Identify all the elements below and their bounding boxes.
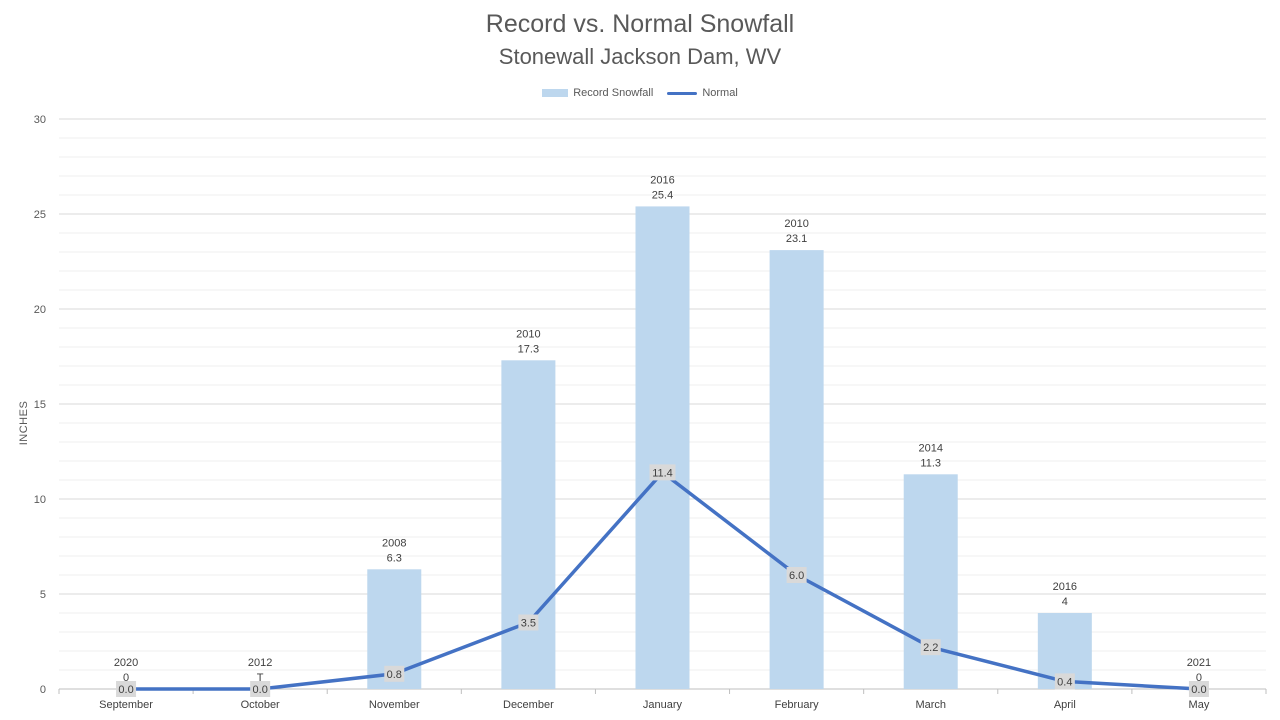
bar-year-label: 2014 — [918, 442, 942, 454]
line-data-label: 11.4 — [652, 467, 673, 479]
line-data-label: 3.5 — [521, 618, 536, 630]
legend-swatch-record — [542, 89, 569, 97]
line-data-label-bg — [1188, 681, 1209, 697]
line-data-label-bg — [116, 681, 137, 697]
line-data-label-bg — [786, 567, 807, 583]
bar-value-label: 25.4 — [652, 189, 673, 201]
line-data-label: 0.0 — [253, 684, 268, 696]
line-data-label: 0.8 — [387, 669, 402, 681]
bar-year-label: 2012 — [248, 657, 272, 669]
y-tick-label: 15 — [34, 399, 46, 411]
y-tick-label: 0 — [40, 684, 46, 696]
x-tick-label: April — [1054, 699, 1076, 711]
x-tick-label: September — [99, 699, 153, 711]
line-data-label: 0.4 — [1057, 676, 1072, 688]
x-tick-label: December — [503, 699, 554, 711]
line-data-label: 2.2 — [923, 642, 938, 654]
line-data-label-bg — [649, 464, 676, 481]
bar-year-label: 2016 — [1053, 581, 1077, 593]
bar-year-label: 2021 — [1187, 657, 1211, 669]
bar-year-label: 2016 — [650, 174, 674, 186]
chart-title: Record vs. Normal Snowfall — [485, 10, 795, 38]
bar-year-label: 2010 — [784, 218, 808, 230]
y-tick-label: 10 — [34, 494, 46, 506]
legend-swatch-normal — [667, 91, 698, 95]
x-tick-label: November — [369, 699, 420, 711]
x-tick-label: May — [1189, 699, 1210, 711]
bar-year-label: 2020 — [114, 657, 138, 669]
legend: Record Snowfall Normal — [0, 84, 1280, 102]
line-data-label-bg — [518, 614, 539, 631]
bar-value-label: 0 — [1196, 672, 1202, 684]
line-data-label-bg — [1054, 673, 1075, 690]
legend-item-record: Record Snowfall — [542, 87, 653, 99]
legend-item-normal: Normal — [667, 87, 738, 99]
bar-value-label: 4 — [1062, 596, 1068, 608]
y-tick-label: 20 — [34, 304, 46, 316]
bar-value-label: 6.3 — [387, 552, 402, 564]
y-tick-label: 30 — [34, 114, 46, 126]
bar-value-label: 17.3 — [518, 343, 539, 355]
bar-record-snowfall — [769, 250, 824, 689]
bar-year-label: 2010 — [516, 328, 540, 340]
legend-label-normal: Normal — [702, 87, 738, 99]
line-data-label: 0.0 — [118, 684, 133, 696]
bar-record-snowfall — [501, 360, 556, 689]
line-data-label-bg — [384, 665, 405, 682]
bar-record-snowfall — [635, 206, 690, 689]
bar-year-label: 2008 — [382, 537, 406, 549]
x-tick-label: February — [775, 699, 820, 711]
bar-value-label: 11.3 — [920, 457, 941, 469]
bar-value-label: T — [257, 672, 264, 684]
line-data-label-bg — [920, 639, 941, 656]
bar-value-label: 0 — [123, 672, 129, 684]
legend-label-record: Record Snowfall — [573, 87, 654, 99]
x-tick-label: March — [915, 699, 946, 711]
x-tick-label: January — [643, 699, 683, 711]
y-tick-label: 5 — [40, 589, 46, 601]
x-tick-label: October — [241, 699, 280, 711]
chart-subtitle: Stonewall Jackson Dam, WV — [498, 44, 782, 69]
line-data-label: 6.0 — [789, 570, 804, 582]
line-data-label-bg — [250, 681, 271, 697]
line-data-label: 0.0 — [1191, 684, 1206, 696]
y-tick-label: 25 — [34, 209, 46, 221]
bar-record-snowfall — [903, 474, 958, 689]
bar-value-label: 23.1 — [786, 233, 807, 245]
